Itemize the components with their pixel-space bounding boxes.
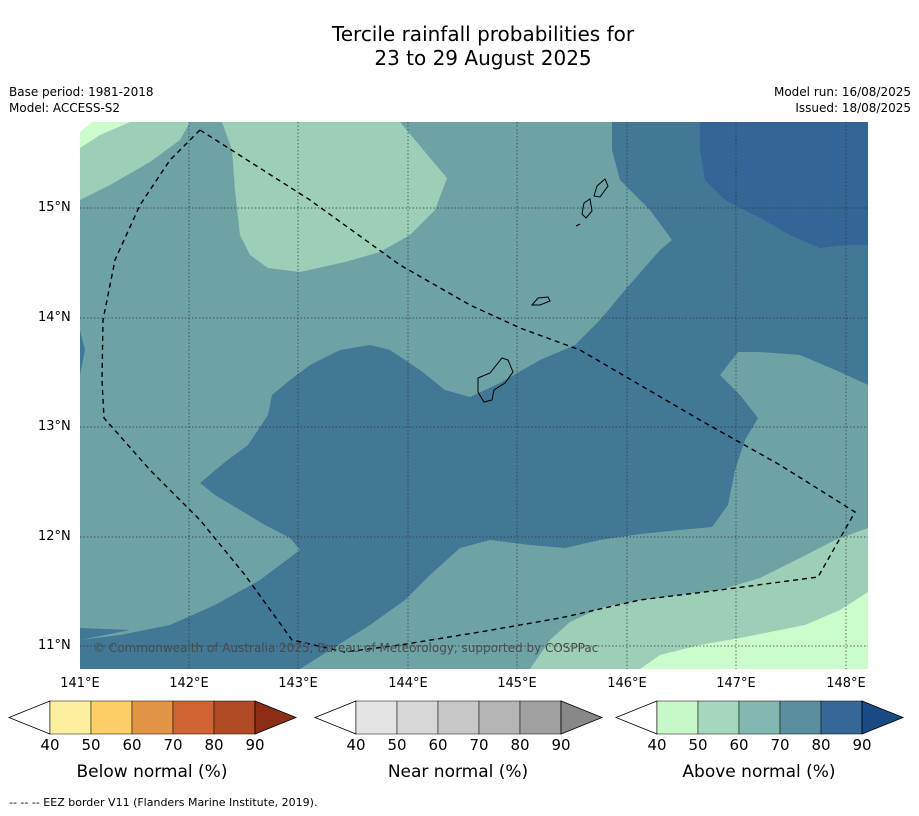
model-run: Model run: 16/08/2025 [773, 85, 911, 99]
lat-label-11: 11°N [38, 638, 71, 653]
region-above-50-corner [80, 122, 130, 148]
colorbar-below-tick: 50 [81, 736, 101, 754]
region-above-60-northwest [80, 122, 190, 200]
lon-label-147: 147°E [716, 676, 756, 691]
island-tinian [581, 198, 593, 219]
title-line-1: Tercile rainfall probabilities for [331, 22, 635, 46]
island-aguijan [575, 223, 581, 227]
eez-footnote: -- -- -- EEZ border V11 (Flanders Marine… [9, 796, 318, 809]
lat-label-12: 12°N [38, 529, 71, 544]
colorbar-above-tick: 50 [688, 736, 708, 754]
lon-label-141: 141°E [60, 676, 100, 691]
island-rota [530, 296, 551, 306]
lon-label-142: 142°E [169, 676, 209, 691]
lon-label-148: 148°E [826, 676, 866, 691]
island-guam [477, 357, 514, 403]
colorbar-above-tick: 90 [852, 736, 872, 754]
lon-label-145: 145°E [497, 676, 537, 691]
copyright-notice: © Commonwealth of Australia 2025, Bureau… [93, 641, 599, 655]
colorbar-title-near: Near normal (%) [387, 762, 529, 782]
meta-left: Base period: 1981-2018 Model: ACCESS-S2 [9, 84, 154, 116]
region-above-40-corner [80, 122, 92, 132]
region-above-50-south [640, 592, 868, 669]
lon-label-143: 143°E [278, 676, 318, 691]
colorbar-above-tick: 60 [729, 736, 749, 754]
island-saipan [593, 178, 609, 198]
colorbar-title-above: Above normal (%) [682, 762, 836, 782]
islands [477, 178, 609, 403]
colorbar-below-tick: 70 [163, 736, 183, 754]
region-above-80-southwest [80, 628, 130, 640]
meta-right: Model run: 16/08/2025 Issued: 18/08/2025 [774, 84, 911, 116]
title-line-2: 23 to 29 August 2025 [374, 46, 592, 70]
eez-border [101, 129, 856, 653]
map-title: Tercile rainfall probabilities for 23 to… [0, 22, 919, 70]
lon-label-144: 144°E [388, 676, 428, 691]
colorbar-near-tick: 40 [346, 736, 366, 754]
colorbar-near-tick: 70 [469, 736, 489, 754]
issued-date: Issued: 18/08/2025 [795, 101, 911, 115]
lon-label-146: 146°E [607, 676, 647, 691]
colorbar-near-tick: 80 [510, 736, 530, 754]
region-above-60-north [222, 122, 447, 272]
region-above-80 [80, 122, 868, 669]
colorbar-above-tick: 40 [647, 736, 667, 754]
region-above-80-west-edge [80, 330, 85, 375]
colorbar-below-tick: 90 [245, 736, 265, 754]
colorbar-above-tick: 70 [770, 736, 790, 754]
colorbar-above-tick: 80 [811, 736, 831, 754]
lat-label-14: 14°N [38, 310, 71, 325]
colorbar-near-tick: 60 [428, 736, 448, 754]
colorbar-near-tick: 90 [551, 736, 571, 754]
colorbar-title-below: Below normal (%) [76, 762, 228, 782]
base-period: Base period: 1981-2018 [9, 85, 154, 99]
colorbar-near-tick: 50 [387, 736, 407, 754]
region-above-90 [700, 122, 868, 248]
colorbar-below-tick: 40 [40, 736, 60, 754]
gridlines [80, 122, 868, 669]
colorbar-below-tick: 60 [122, 736, 142, 754]
colorbar-below-tick: 80 [204, 736, 224, 754]
lat-label-15: 15°N [38, 200, 71, 215]
model-name: Model: ACCESS-S2 [9, 101, 121, 115]
lat-label-13: 13°N [38, 419, 71, 434]
